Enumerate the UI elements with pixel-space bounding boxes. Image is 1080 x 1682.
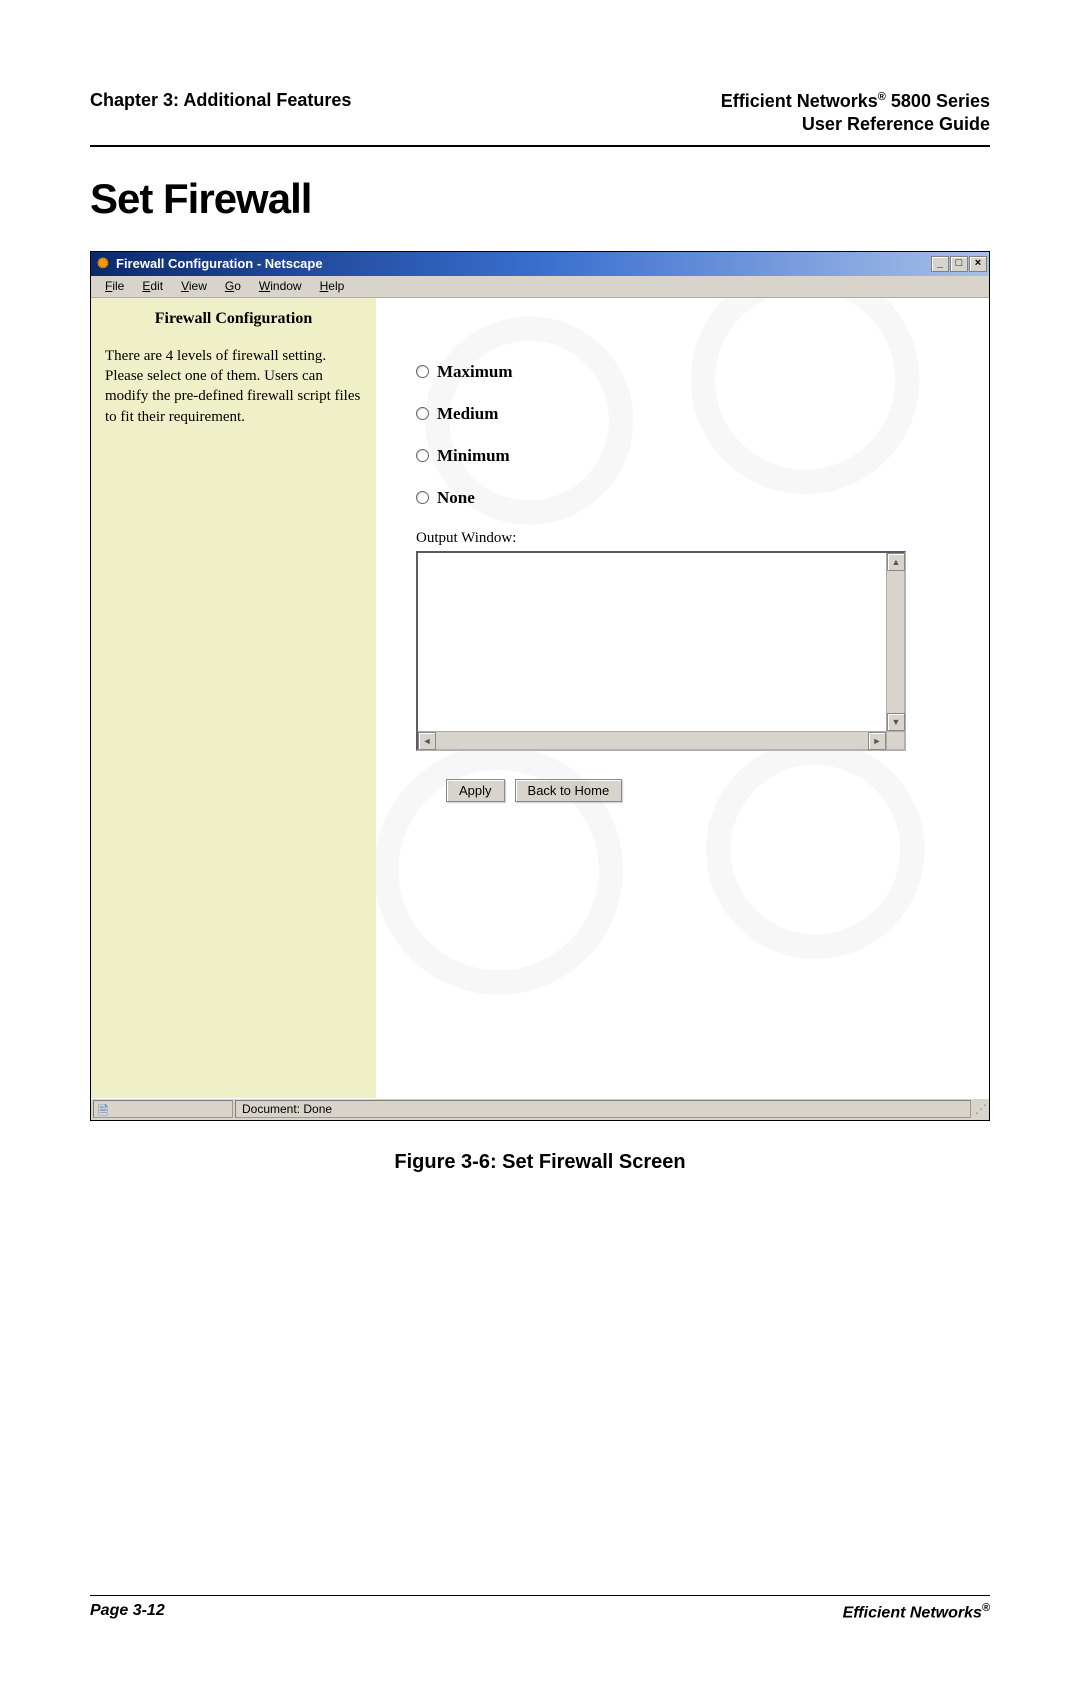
radio-icon [416, 449, 429, 462]
screenshot-window: ✺ Firewall Configuration - Netscape _ □ … [90, 251, 990, 1121]
figure-caption: Figure 3-6: Set Firewall Screen [90, 1151, 990, 1174]
menubar: File Edit View Go Window Help [91, 276, 989, 298]
product-line2: User Reference Guide [802, 114, 990, 134]
status-segment-left: 🗎 [93, 1100, 233, 1118]
menu-help[interactable]: Help [312, 277, 353, 295]
radio-medium[interactable]: Medium [416, 404, 967, 424]
window-title: Firewall Configuration - Netscape [116, 256, 323, 271]
radio-none[interactable]: None [416, 488, 967, 508]
menu-edit[interactable]: Edit [134, 277, 171, 295]
product-label: Efficient Networks® 5800 Series User Ref… [721, 90, 990, 137]
close-button[interactable]: × [969, 256, 987, 272]
output-window-label: Output Window: [416, 530, 967, 547]
scroll-corner [886, 731, 904, 749]
menu-view[interactable]: View [173, 277, 215, 295]
firewall-level-radios: Maximum Medium Minimum None [416, 362, 967, 508]
radio-maximum[interactable]: Maximum [416, 362, 967, 382]
document-icon: 🗎 [98, 1102, 112, 1116]
scrollbar-vertical[interactable]: ▲ ▼ [886, 553, 904, 731]
radio-icon [416, 407, 429, 420]
footer-brand: Efficient Networks® [843, 1602, 990, 1622]
scroll-up-icon[interactable]: ▲ [887, 553, 905, 571]
radio-minimum[interactable]: Minimum [416, 446, 967, 466]
main-panel: Maximum Medium Minimum None Ou [376, 298, 989, 1098]
radio-label: Maximum [437, 362, 513, 382]
menu-window[interactable]: Window [251, 277, 310, 295]
scroll-right-icon[interactable]: ► [868, 732, 886, 750]
window-titlebar: ✺ Firewall Configuration - Netscape _ □ … [91, 252, 989, 276]
sidebar-title: Firewall Configuration [105, 310, 362, 328]
sidebar: Firewall Configuration There are 4 level… [91, 298, 376, 1098]
document-page: Chapter 3: Additional Features Efficient… [0, 0, 1080, 1682]
statusbar: 🗎 Document: Done ⋰ [91, 1098, 989, 1120]
button-row: Apply Back to Home [416, 779, 967, 802]
product-line1: Efficient Networks [721, 91, 878, 111]
netscape-icon: ✺ [95, 256, 111, 272]
radio-label: Medium [437, 404, 498, 424]
registered-mark: ® [878, 91, 886, 103]
window-controls: _ □ × [931, 256, 987, 272]
menu-go[interactable]: Go [217, 277, 249, 295]
radio-label: Minimum [437, 446, 510, 466]
scroll-left-icon[interactable]: ◄ [418, 732, 436, 750]
output-window-textarea[interactable]: ▲ ▼ ◄ ► [416, 551, 906, 751]
scroll-down-icon[interactable]: ▼ [887, 713, 905, 731]
chapter-label: Chapter 3: Additional Features [90, 90, 351, 111]
apply-button[interactable]: Apply [446, 779, 505, 802]
section-title: Set Firewall [90, 175, 990, 223]
product-line1b: 5800 Series [886, 91, 990, 111]
sidebar-description: There are 4 levels of firewall setting. … [105, 346, 362, 427]
back-to-home-button[interactable]: Back to Home [515, 779, 623, 802]
content-area: Firewall Configuration There are 4 level… [91, 298, 989, 1098]
resize-grip-icon[interactable]: ⋰ [973, 1100, 989, 1118]
radio-label: None [437, 488, 475, 508]
menu-file[interactable]: File [97, 277, 132, 295]
page-number: Page 3-12 [90, 1602, 165, 1622]
minimize-button[interactable]: _ [931, 256, 949, 272]
page-header: Chapter 3: Additional Features Efficient… [90, 90, 990, 147]
status-text: Document: Done [235, 1100, 971, 1118]
scrollbar-horizontal[interactable]: ◄ ► [418, 731, 886, 749]
page-footer: Page 3-12 Efficient Networks® [90, 1595, 990, 1622]
radio-icon [416, 491, 429, 504]
radio-icon [416, 365, 429, 378]
maximize-button[interactable]: □ [950, 256, 968, 272]
